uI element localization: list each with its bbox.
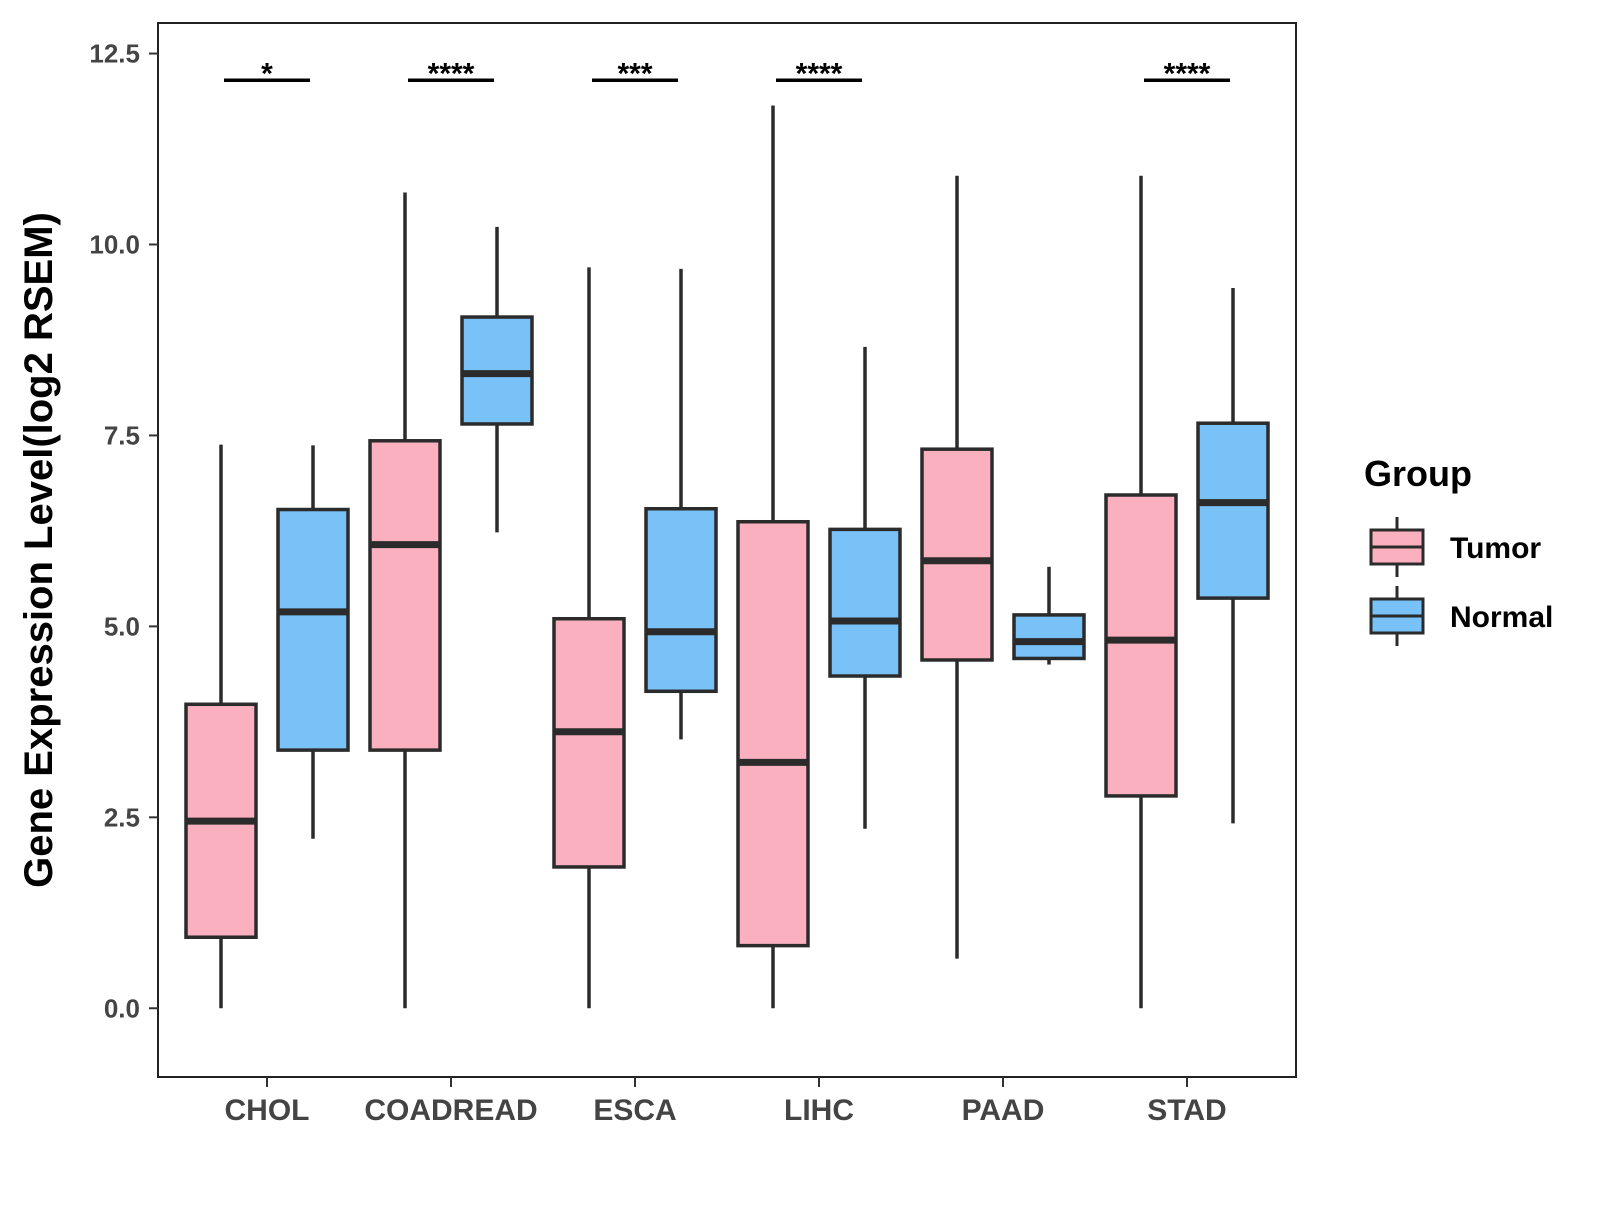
legend-label-normal: Normal — [1450, 601, 1553, 634]
y-axis-title: Gene Expression Level(log2 RSEM) — [17, 212, 61, 888]
iqr-box-tumor-stad — [1104, 493, 1178, 798]
sig-label-stad: **** — [1164, 57, 1211, 90]
plot-panel-border — [157, 22, 1297, 1078]
x-tick-label-stad: STAD — [1147, 1094, 1226, 1127]
sig-label-chol: * — [261, 57, 273, 90]
legend-label-tumor: Tumor — [1450, 532, 1541, 565]
box-normal-coadread — [460, 226, 534, 533]
iqr-box-normal-paad — [1012, 613, 1086, 661]
significance-layer: * **** *** **** **** — [224, 57, 1230, 90]
legend: Group Tumor Normal — [1364, 453, 1553, 646]
y-tick-label-5: 12.5 — [89, 39, 140, 69]
y-tick-label-3: 7.5 — [104, 420, 140, 450]
box-tumor-chol — [184, 444, 258, 1009]
sig-label-esca: *** — [617, 57, 652, 90]
sig-label-lihc: **** — [796, 57, 843, 90]
box-tumor-paad — [920, 175, 994, 959]
iqr-box-normal-esca — [644, 507, 718, 694]
x-tick-label-lihc: LIHC — [784, 1094, 854, 1127]
iqr-box-tumor-coadread — [368, 439, 442, 752]
y-tick-label-1: 2.5 — [104, 802, 140, 832]
x-tick-label-paad: PAAD — [962, 1094, 1045, 1127]
x-tick-label-esca: ESCA — [593, 1094, 676, 1127]
iqr-box-tumor-esca — [552, 616, 626, 869]
box-normal-paad — [1012, 566, 1086, 665]
iqr-box-normal-chol — [276, 507, 350, 752]
box-normal-stad — [1196, 288, 1270, 824]
legend-title: Group — [1364, 453, 1472, 494]
box-tumor-esca — [552, 267, 626, 1009]
y-tick-label-2: 5.0 — [104, 611, 140, 641]
box-tumor-stad — [1104, 175, 1178, 1009]
iqr-box-normal-lihc — [828, 527, 902, 678]
box-normal-lihc — [828, 346, 902, 829]
y-tick-label-0: 0.0 — [104, 993, 140, 1023]
iqr-box-tumor-lihc — [736, 519, 810, 948]
box-normal-chol — [276, 445, 350, 839]
axes-layer: 0.0 2.5 5.0 7.5 10.0 12.5 CHOL COADREAD ESCA LIHC… — [89, 39, 1226, 1127]
iqr-box-tumor-paad — [920, 447, 994, 662]
sig-label-coadread: **** — [428, 57, 475, 90]
y-tick-label-4: 10.0 — [89, 229, 140, 259]
x-tick-label-coadread: COADREAD — [364, 1094, 537, 1127]
x-tick-label-chol: CHOL — [225, 1094, 310, 1127]
box-tumor-lihc — [736, 105, 810, 1009]
box-normal-esca — [644, 268, 718, 740]
box-tumor-coadread — [368, 192, 442, 1009]
boxes-layer — [184, 105, 1270, 1009]
iqr-box-normal-stad — [1196, 421, 1270, 600]
